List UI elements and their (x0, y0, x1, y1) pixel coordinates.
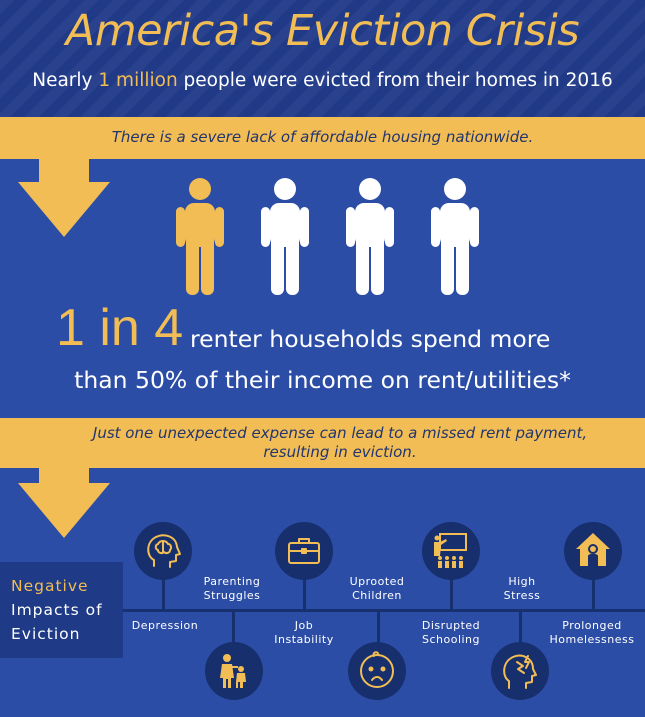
house-person-icon (576, 533, 610, 566)
schooling-circle (422, 522, 480, 580)
label-job-instability: Job Instability (274, 619, 334, 646)
eviction-label: Eviction (11, 625, 81, 643)
timeline-stem (450, 565, 453, 610)
timeline-stem (303, 565, 306, 610)
classroom-icon (434, 533, 467, 568)
depression-circle (134, 522, 192, 580)
subtitle-prefix: Nearly (32, 70, 99, 91)
band2-line1: Just one unexpected expense can lead to … (92, 424, 588, 442)
header-banner: America's Eviction Crisis Nearly 1 milli… (0, 0, 645, 118)
unexpected-expense-band: Just one unexpected expense can lead to … (0, 418, 645, 468)
brain-head-icon (147, 534, 181, 568)
timeline-stem (377, 610, 380, 644)
down-arrow-icon (18, 418, 110, 538)
stat-line1: renter households spend more (190, 325, 551, 353)
uprooted-circle (348, 642, 406, 700)
stress-circle (491, 642, 549, 700)
job-circle (275, 522, 333, 580)
briefcase-icon (288, 538, 320, 564)
person-icon (346, 178, 394, 295)
sad-baby-icon (360, 651, 394, 688)
label-disrupted-schooling: Disrupted Schooling (421, 619, 481, 646)
stat-ratio: 1 in 4 (56, 299, 184, 357)
band2-text: Just one unexpected expense can lead to … (40, 424, 640, 462)
person-icon (261, 178, 309, 295)
timeline-stem (232, 610, 235, 644)
negative-impacts-box: Negative Impacts of Eviction (0, 562, 123, 658)
stat-line2: than 50% of their income on rent/utiliti… (74, 366, 571, 394)
page-subtitle: Nearly 1 million people were evicted fro… (0, 70, 645, 91)
impacts-of-label: Impacts of (11, 601, 103, 619)
person-highlighted-icon (176, 178, 224, 295)
timeline-stem (592, 565, 595, 610)
parent-child-icon (220, 654, 246, 688)
label-parenting-struggles: Parenting Struggles (203, 575, 261, 602)
stressed-head-icon (503, 654, 537, 689)
homelessness-circle (564, 522, 622, 580)
label-prolonged-homelessness: Prolonged Homelessness (549, 619, 635, 646)
timeline-stem (519, 610, 522, 644)
label-depression: Depression (131, 619, 199, 632)
timeline-stem (162, 580, 165, 610)
down-arrow-icon (18, 117, 110, 237)
person-icon (431, 178, 479, 295)
subtitle-suffix: people were evicted from their homes in … (177, 70, 613, 91)
parenting-circle (205, 642, 263, 700)
subtitle-highlight: 1 million (98, 70, 178, 91)
band2-line2: resulting in eviction. (263, 443, 417, 461)
label-uprooted-children: Uprooted Children (349, 575, 405, 602)
timeline-line (123, 609, 645, 612)
negative-label: Negative (11, 577, 89, 595)
label-high-stress: High Stress (503, 575, 541, 602)
band1-text: There is a severe lack of affordable hou… (111, 128, 534, 146)
page-title: America's Eviction Crisis (65, 6, 580, 56)
affordable-housing-band: There is a severe lack of affordable hou… (0, 117, 645, 159)
